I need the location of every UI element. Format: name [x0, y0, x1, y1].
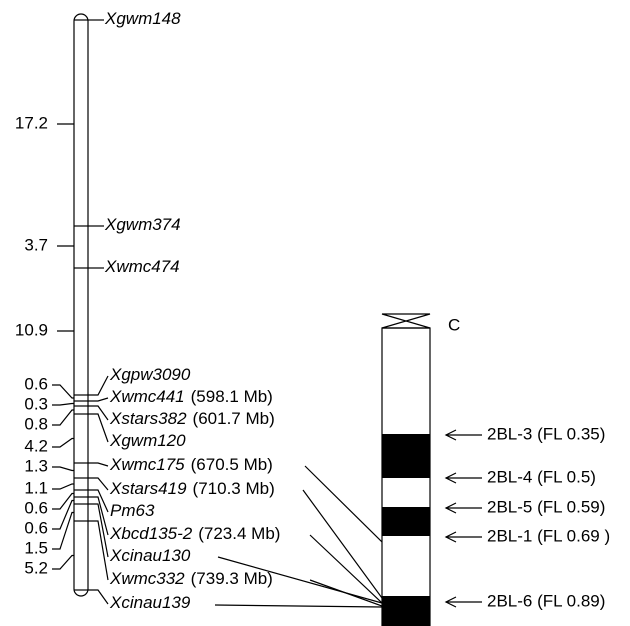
marker-name: Xwmc474: [104, 257, 180, 276]
marker-label: Xcinau130: [109, 546, 191, 565]
leader: [88, 489, 109, 513]
distance-leader: [52, 409, 74, 426]
physical-position: (670.5 Mb): [191, 455, 273, 474]
distance: 3.7: [24, 235, 48, 254]
marker-name: Xwmc332: [109, 569, 185, 588]
marker-name: Xstars419: [109, 479, 187, 498]
distance: 0.6: [24, 498, 48, 517]
linkage-bar: [73, 13, 89, 597]
marker-label: Xgwm148: [104, 9, 181, 28]
assignment-line: [304, 465, 383, 543]
marker-name: Xgwm120: [109, 431, 186, 450]
assignment-line: [217, 556, 383, 604]
distance: 0.6: [24, 518, 48, 537]
distance-leader: [52, 384, 74, 399]
physical-position: (598.1 Mb): [191, 387, 273, 406]
distance: 17.2: [15, 113, 48, 132]
distance: 1.5: [24, 538, 48, 557]
marker-label: Xgpw3090: [109, 365, 191, 384]
leader: [88, 462, 109, 467]
assignment-line: [309, 579, 383, 607]
leader: [88, 405, 109, 421]
distance-leader: [52, 466, 74, 472]
bin-label: 2BL-4 (FL 0.5): [487, 467, 596, 486]
leader: [88, 503, 109, 558]
distance: 0.3: [24, 394, 48, 413]
assignment-line: [302, 489, 383, 599]
bin-label: 2BL-3 (FL 0.35): [487, 424, 605, 443]
band: [382, 507, 430, 536]
distance: 0.8: [24, 414, 48, 433]
bin-label: 2BL-5 (FL 0.59): [487, 497, 605, 516]
physical-position: (739.3 Mb): [191, 569, 273, 588]
marker-name: Xcinau130: [109, 546, 191, 565]
leader: [88, 375, 109, 396]
leader: [88, 413, 109, 443]
arrow-head: [444, 472, 457, 484]
physical-position: (710.3 Mb): [193, 479, 275, 498]
distance: 5.2: [24, 558, 48, 577]
marker-label: Pm63: [110, 501, 155, 520]
assignment-line: [309, 534, 383, 604]
leader: [88, 496, 109, 536]
marker-label: Xstars419 (710.3 Mb): [109, 479, 275, 498]
leader: [88, 589, 109, 605]
arrow-head: [444, 531, 457, 543]
marker-name: Xwmc175: [109, 455, 185, 474]
bin-label: 2BL-1 (FL 0.69 ): [487, 526, 610, 545]
marker-name: Xcinau139: [109, 593, 191, 612]
marker-name: Xgwm374: [104, 215, 181, 234]
leader: [88, 397, 109, 402]
leader: [88, 520, 109, 581]
assignment-line: [214, 604, 383, 608]
distance-leader: [52, 554, 74, 570]
distance: 1.1: [24, 478, 48, 497]
physical-position: (601.7 Mb): [193, 409, 275, 428]
marker-name: Xgwm148: [104, 9, 181, 28]
marker-name: Xgpw3090: [109, 365, 191, 384]
marker-label: Xwmc441 (598.1 Mb): [109, 387, 273, 406]
band: [382, 596, 430, 626]
leader: [88, 477, 109, 491]
marker-label: Xwmc474: [104, 257, 180, 276]
distance-leader: [52, 437, 74, 448]
marker-name: Xbcd135-2: [109, 524, 193, 543]
marker-label: Xgwm374: [104, 215, 181, 234]
marker-label: Xcinau139: [109, 593, 191, 612]
arrow-head: [444, 429, 457, 441]
arrow-head: [444, 502, 457, 514]
band: [382, 434, 430, 478]
physical-position: (723.4 Mb): [198, 524, 280, 543]
arrow-head: [444, 596, 457, 608]
marker-name: Xwmc441: [109, 387, 185, 406]
distance-leader: [52, 402, 74, 406]
bin-label: 2BL-6 (FL 0.89): [487, 591, 605, 610]
marker-label: Xstars382 (601.7 Mb): [109, 409, 275, 428]
distance: 0.6: [24, 374, 48, 393]
marker-label: Xgwm120: [109, 431, 186, 450]
distance-leader: [52, 483, 74, 490]
marker-label: Xwmc332 (739.3 Mb): [109, 569, 273, 588]
distance-leader: [52, 492, 74, 510]
marker-name: Xstars382: [109, 409, 187, 428]
centromere: [381, 313, 431, 329]
distance: 1.3: [24, 456, 48, 475]
distance-leader: [52, 499, 74, 530]
distance: 4.2: [24, 436, 48, 455]
marker-label: Xbcd135-2 (723.4 Mb): [109, 524, 280, 543]
chromosome-label: C: [448, 315, 460, 334]
marker-label: Xwmc175 (670.5 Mb): [109, 455, 273, 474]
distance: 10.9: [15, 320, 48, 339]
marker-name: Pm63: [110, 501, 155, 520]
distance-leader: [52, 511, 74, 550]
